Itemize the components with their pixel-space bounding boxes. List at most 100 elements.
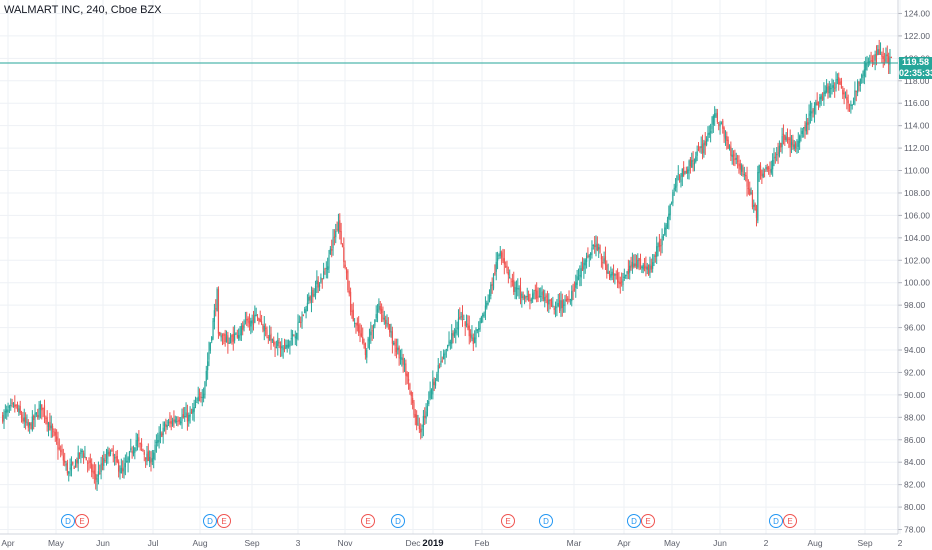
candle-body	[811, 111, 813, 114]
candle-down	[792, 134, 794, 150]
candle-body	[413, 402, 415, 415]
candle-body	[380, 308, 383, 314]
candle-up	[583, 258, 585, 279]
candle-body	[416, 414, 418, 426]
candle-up	[130, 438, 132, 453]
candle-up	[808, 104, 810, 131]
candle-up	[443, 349, 445, 360]
candle-body	[266, 329, 268, 335]
dividend-marker[interactable]: D	[391, 514, 405, 528]
candle-down	[169, 412, 171, 428]
candle-body	[676, 175, 678, 187]
candle-up	[38, 401, 40, 420]
candle-body	[707, 133, 709, 141]
candle-body	[162, 427, 164, 436]
candle-down	[341, 243, 344, 248]
candle-body	[768, 167, 770, 169]
candle-up	[836, 73, 838, 85]
candle-up	[366, 347, 368, 364]
candle-up	[201, 389, 203, 407]
time-axis[interactable]: Apr May Jun Jul Aug Sep 3 Nov Dec 2019 Feb Mar Apr Ma…	[0, 533, 903, 549]
earnings-marker[interactable]: E	[361, 514, 375, 528]
candle-up	[831, 78, 833, 95]
candle-up	[614, 273, 616, 285]
candle-up	[428, 391, 430, 407]
candle-body	[758, 164, 760, 174]
candle-down	[604, 246, 607, 270]
candle-body	[689, 159, 692, 167]
candle-down	[278, 337, 280, 348]
candle-up	[813, 102, 816, 123]
candle-up	[207, 352, 209, 380]
dividend-marker[interactable]: D	[539, 514, 553, 528]
earnings-marker[interactable]: E	[217, 514, 231, 528]
candle-up	[375, 305, 377, 322]
candle-body	[635, 263, 638, 267]
candle-body	[569, 298, 571, 300]
candle-body	[530, 299, 532, 301]
candle-down	[553, 305, 555, 315]
candle-up	[634, 254, 636, 268]
candle-up	[386, 314, 388, 328]
candle-body	[73, 466, 75, 469]
candle-body	[861, 74, 863, 78]
candle-down	[812, 108, 814, 118]
candle-body	[95, 473, 97, 480]
candle-up	[823, 82, 825, 106]
candle-up	[515, 280, 518, 300]
dividend-marker[interactable]: D	[203, 514, 217, 528]
candle-up	[483, 311, 485, 318]
candle-up	[714, 106, 716, 126]
candle-body	[285, 344, 287, 350]
candle-down	[43, 399, 46, 424]
candle-up	[499, 246, 501, 259]
dividend-marker[interactable]: D	[61, 514, 75, 528]
candle-body	[796, 148, 798, 150]
candle-body	[836, 79, 838, 81]
candle-body	[464, 321, 466, 327]
earnings-marker[interactable]: E	[783, 514, 797, 528]
candle-body	[877, 49, 879, 56]
candle-body	[875, 54, 878, 57]
candle-body	[143, 451, 145, 455]
candle-body	[420, 428, 422, 433]
candle-up	[235, 332, 237, 336]
candle-body	[161, 433, 163, 437]
candle-body	[774, 156, 776, 158]
dividend-marker[interactable]: D	[627, 514, 641, 528]
candle-body	[571, 291, 573, 302]
candle-body	[623, 276, 625, 278]
candle-body	[683, 166, 685, 176]
y-tick-label: 92.00	[904, 367, 926, 377]
earnings-marker[interactable]: E	[641, 514, 655, 528]
candle-up	[26, 414, 28, 426]
candle-body	[825, 86, 828, 93]
candle-up	[800, 127, 802, 142]
candle-up	[879, 42, 882, 55]
candle-body	[64, 460, 66, 463]
candle-body	[866, 63, 868, 66]
candle-down	[355, 322, 357, 334]
candle-down	[53, 428, 55, 437]
candle-down	[716, 108, 718, 124]
candle-body	[176, 421, 178, 423]
x-tick-label: 3	[296, 538, 301, 548]
earnings-marker[interactable]: E	[501, 514, 515, 528]
candle-up	[240, 323, 242, 342]
candle-body	[527, 294, 530, 301]
earnings-marker[interactable]: E	[75, 514, 89, 528]
price-axis[interactable]: 78.00 80.00 82.00 84.00 86.00 88.00 90.00 92.00…	[897, 0, 930, 535]
candle-down	[14, 395, 16, 413]
candle-body	[356, 322, 358, 326]
candle-down	[236, 329, 238, 339]
candle-up	[495, 252, 497, 281]
candle-body	[755, 209, 758, 218]
candle-up	[861, 73, 863, 84]
candle-body	[542, 291, 545, 299]
candle-body	[658, 241, 660, 247]
event-label: D	[773, 517, 779, 526]
dividend-marker[interactable]: D	[769, 514, 783, 528]
candle-body	[66, 462, 69, 474]
candle-down	[405, 359, 407, 385]
